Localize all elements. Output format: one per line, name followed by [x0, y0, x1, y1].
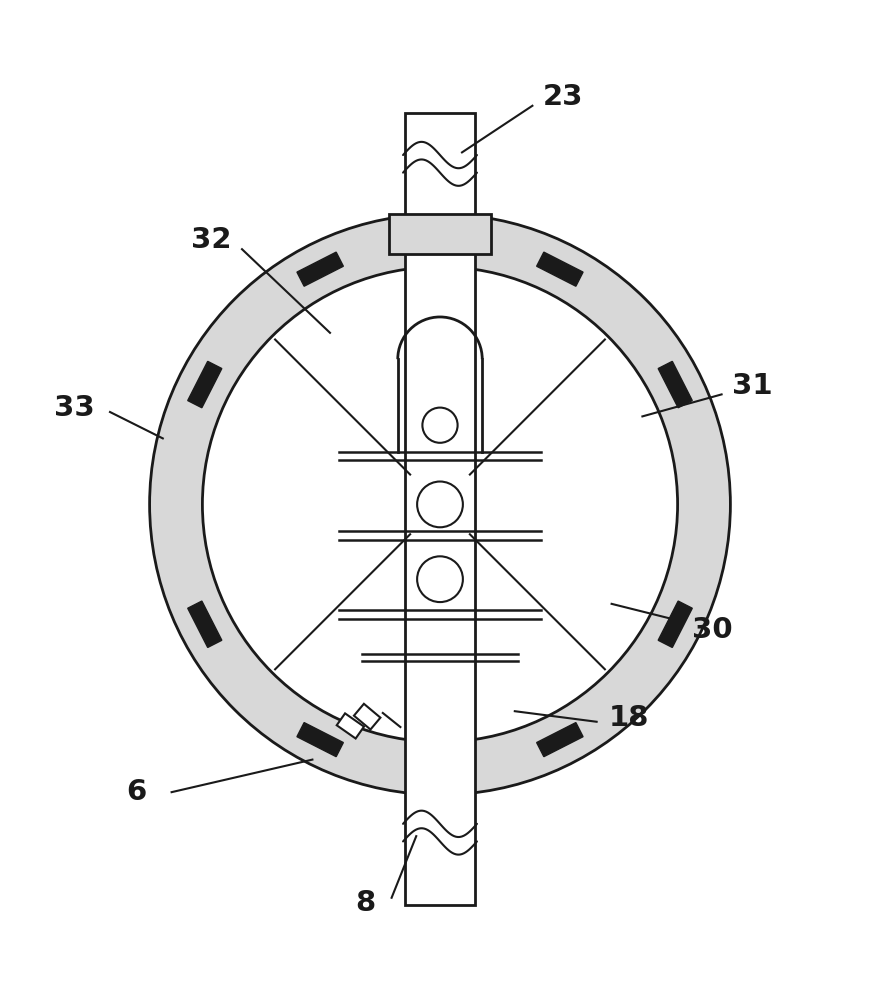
Bar: [537, 723, 583, 757]
Circle shape: [150, 214, 730, 795]
Bar: [297, 252, 343, 286]
Bar: [389, 214, 491, 254]
Text: 18: 18: [609, 704, 649, 732]
Bar: [405, 113, 475, 905]
Text: 31: 31: [732, 372, 773, 400]
Text: 33: 33: [55, 394, 95, 422]
Bar: [658, 601, 693, 647]
Text: 6: 6: [126, 778, 147, 806]
Bar: [537, 252, 583, 286]
Bar: [187, 361, 222, 408]
Text: 8: 8: [356, 889, 375, 917]
Text: 32: 32: [191, 226, 231, 254]
Circle shape: [417, 482, 463, 527]
Bar: [187, 601, 222, 647]
Circle shape: [417, 556, 463, 602]
Bar: [337, 713, 364, 739]
Circle shape: [422, 408, 458, 443]
Bar: [658, 361, 693, 408]
Text: 23: 23: [543, 83, 583, 111]
Bar: [297, 723, 343, 757]
Circle shape: [202, 267, 678, 742]
Text: 30: 30: [693, 616, 733, 644]
Bar: [354, 704, 380, 730]
